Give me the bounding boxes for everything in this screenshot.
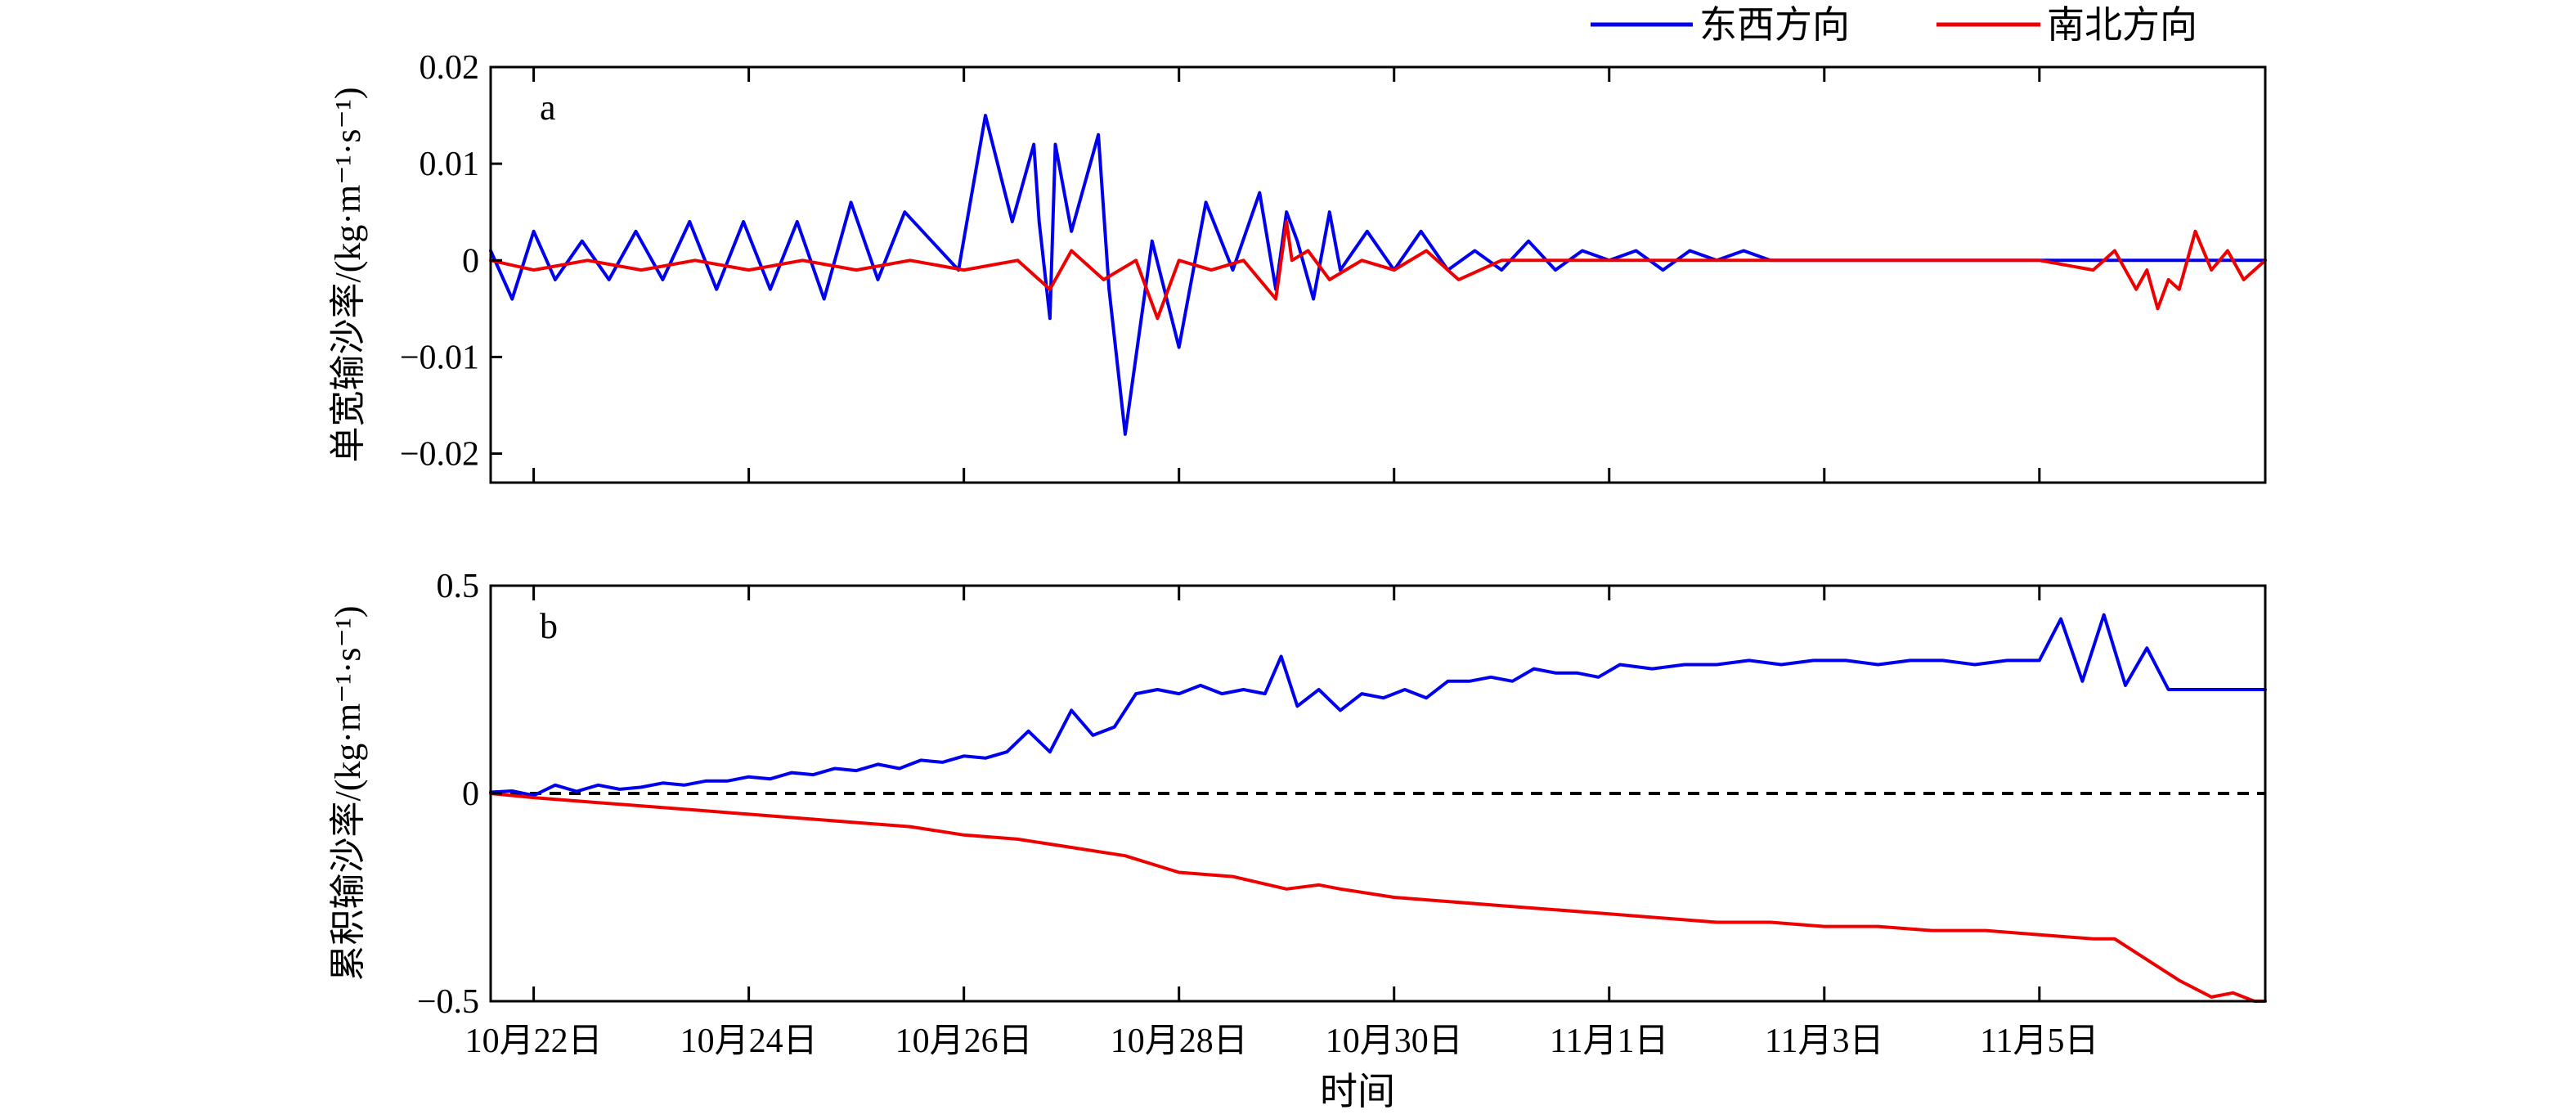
legend-label-east-west: 东西方向 bbox=[1699, 4, 1850, 46]
x-tick-label: 10月22日 bbox=[465, 1022, 603, 1060]
y-tick-label: 0.01 bbox=[420, 146, 480, 183]
legend-label-north-south: 南北方向 bbox=[2047, 4, 2197, 46]
y-tick-label: 0.5 bbox=[437, 568, 480, 605]
legend: 东西方向 南北方向 bbox=[1591, 4, 2197, 46]
x-tick-label: 10月30日 bbox=[1326, 1022, 1463, 1060]
x-tick-label: 11月3日 bbox=[1765, 1022, 1883, 1060]
x-tick-label: 11月5日 bbox=[1980, 1022, 2098, 1060]
x-axis-label: 时间 bbox=[1320, 1071, 1395, 1112]
y-tick-label: −0.02 bbox=[400, 436, 479, 474]
panel-b-x-ticks bbox=[532, 586, 2041, 1001]
panel-a-x-ticks bbox=[532, 67, 2041, 483]
panel-a-frame bbox=[489, 65, 2267, 484]
panel-b-y-ticks: 0.5 0 −0.5 bbox=[417, 568, 502, 1021]
panel-a-y-ticks: 0.02 0.01 0 −0.01 −0.02 bbox=[400, 49, 502, 474]
y-tick-label: 0 bbox=[462, 775, 479, 813]
y-tick-label: −0.5 bbox=[417, 983, 479, 1021]
panel-a-plot-area bbox=[489, 114, 2267, 436]
x-tick-label: 11月1日 bbox=[1550, 1022, 1668, 1060]
x-tick-label: 10月28日 bbox=[1111, 1022, 1248, 1060]
y-tick-label: −0.01 bbox=[400, 339, 479, 376]
panel-b-plot-area bbox=[489, 613, 2267, 1003]
panel-b: b 0.5 0 −0.5 累积输沙率/(kg·m⁻¹·s⁻¹) bbox=[328, 568, 2267, 1021]
x-tick-label: 10月24日 bbox=[680, 1022, 818, 1060]
x-tick-labels: 10月22日 10月24日 10月26日 10月28日 10月30日 11月1日 11月3日… bbox=[465, 1022, 2099, 1060]
x-tick-label: 10月26日 bbox=[895, 1022, 1033, 1060]
panel-a-y-axis-label: 单宽输沙率/(kg·m⁻¹·s⁻¹) bbox=[328, 87, 368, 462]
panel-b-series-north-south bbox=[489, 792, 2267, 1003]
panel-b-label: b bbox=[540, 606, 558, 646]
panel-a-label: a bbox=[540, 88, 556, 128]
panel-a: a 0.02 0.01 0 −0.01 −0.02 单宽输沙率/(kg·m⁻¹·s⁻¹) bbox=[328, 49, 2267, 484]
y-tick-label: 0.02 bbox=[420, 49, 480, 87]
panel-b-y-axis-label: 累积输沙率/(kg·m⁻¹·s⁻¹) bbox=[328, 605, 368, 981]
panel-a-series-east-west bbox=[489, 114, 2267, 436]
panel-a-series-north-south bbox=[489, 220, 2267, 321]
y-tick-label: 0 bbox=[462, 242, 479, 280]
panel-b-series-east-west bbox=[489, 613, 2267, 798]
